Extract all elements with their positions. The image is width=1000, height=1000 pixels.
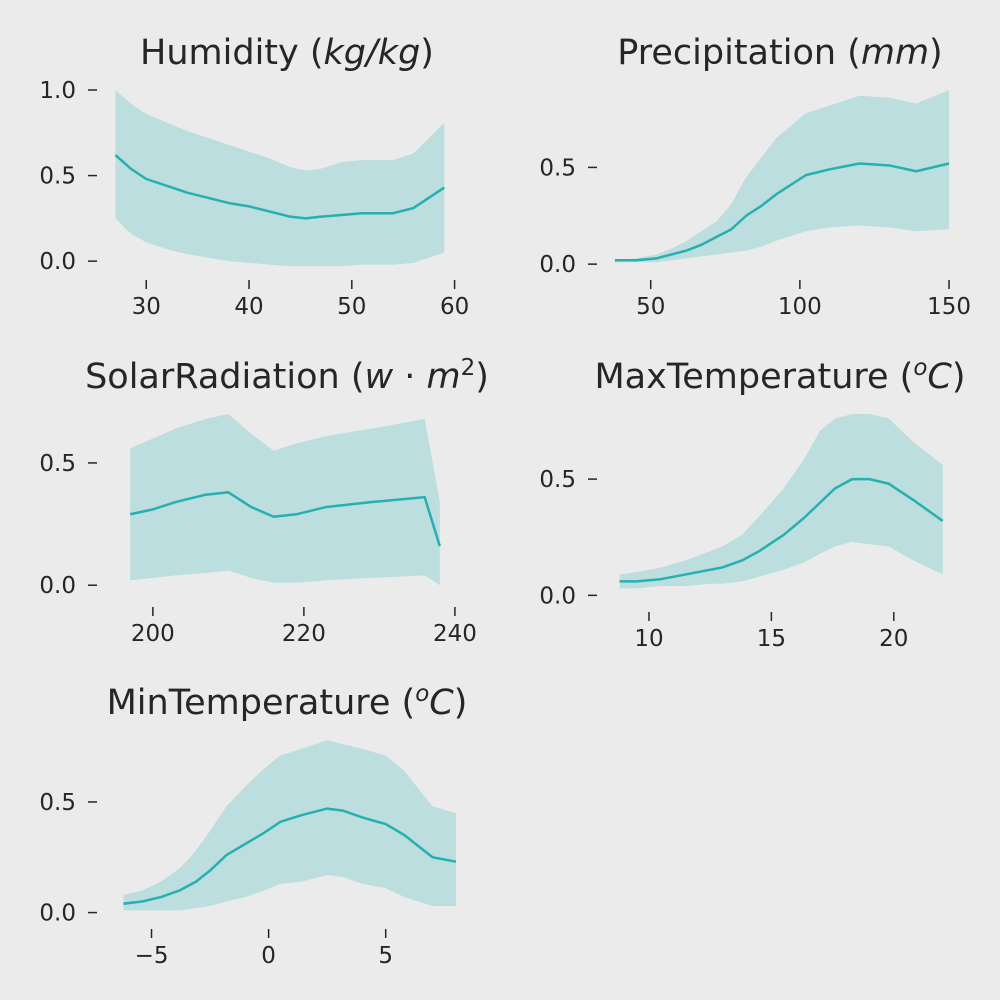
y-tick-label: 1.0 (39, 78, 76, 104)
confidence-band (619, 414, 943, 589)
mean-line (619, 477, 944, 583)
panel-max-temperature: 0.0 0.5 10 15 20 MaxTemperature (oC) (539, 355, 965, 652)
mean-line (129, 491, 441, 547)
x-tick-label: 220 (282, 621, 326, 647)
y-tick-label: 0.0 (39, 249, 76, 275)
panel-solar-radiation: 0.0 0.5 200 220 240 SolarRadiation (w · m2) (39, 355, 489, 647)
x-tick-label: 240 (433, 621, 477, 647)
y-tick-label: 0.5 (39, 790, 76, 816)
mean-line (123, 807, 457, 905)
panel-title: Precipitation (mm) (617, 33, 942, 73)
x-tick-label: 60 (440, 294, 469, 320)
x-tick-label: 15 (757, 626, 786, 652)
x-tick-label: 200 (131, 621, 175, 647)
confidence-band (130, 414, 440, 586)
panel-title: MaxTemperature (oC) (594, 355, 965, 397)
x-tick-label: 0 (261, 943, 276, 969)
panel-min-temperature: 0.0 0.5 −5 0 5 MinTemperature (oC) (39, 681, 467, 969)
x-tick-label: 5 (378, 943, 393, 969)
y-tick-label: 0.0 (539, 252, 576, 278)
mean-line (114, 154, 445, 220)
y-tick-label: 0.5 (39, 164, 76, 190)
panel-title: SolarRadiation (w · m2) (85, 355, 489, 397)
x-tick-label: 40 (234, 294, 263, 320)
confidence-band (614, 90, 950, 263)
x-tick-label: 10 (634, 626, 663, 652)
x-tick-label: 100 (778, 294, 822, 320)
x-tick-label: −5 (135, 943, 169, 969)
x-tick-label: 150 (927, 294, 971, 320)
y-tick-label: 0.0 (539, 583, 576, 609)
confidence-band (123, 740, 456, 911)
panel-precipitation: 0.0 0.5 50 100 150 Precipitation (mm) (539, 33, 971, 320)
y-tick-label: 0.0 (39, 901, 76, 927)
panel-humidity: 0.0 0.5 1.0 30 40 50 60 Humidity (kg/kg) (39, 33, 469, 320)
y-tick-label: 0.5 (39, 451, 76, 477)
mean-line (614, 162, 950, 262)
panel-title: MinTemperature (oC) (107, 681, 468, 723)
confidence-band (115, 90, 445, 267)
x-tick-label: 20 (879, 626, 908, 652)
x-tick-label: 30 (132, 294, 161, 320)
y-tick-label: 0.5 (539, 467, 576, 493)
x-tick-label: 50 (337, 294, 366, 320)
y-tick-label: 0.0 (39, 573, 76, 599)
y-tick-label: 0.5 (539, 155, 576, 181)
x-tick-label: 50 (636, 294, 665, 320)
panel-title: Humidity (kg/kg) (140, 33, 434, 73)
